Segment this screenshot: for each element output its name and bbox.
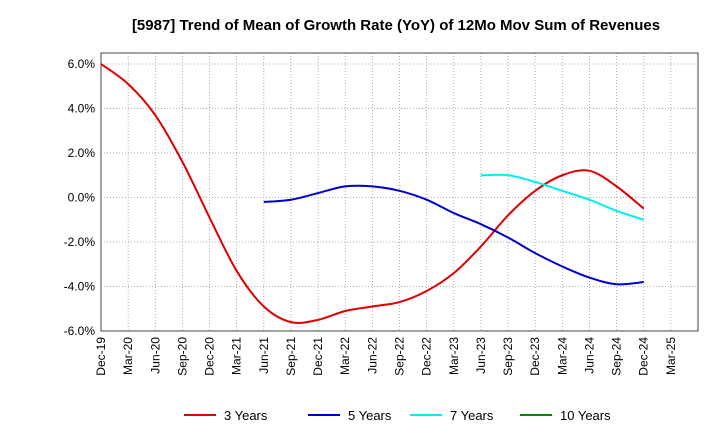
y-tick-label: -6.0% — [64, 324, 96, 338]
y-tick-label: -2.0% — [64, 235, 96, 249]
x-tick-label: Sep-20 — [175, 337, 189, 376]
legend-label-3-years: 3 Years — [224, 408, 268, 423]
legend: 3 Years 5 Years 7 Years 10 Years — [184, 408, 611, 423]
legend-label-5-years: 5 Years — [348, 408, 392, 423]
x-tick-label: Sep-22 — [393, 337, 407, 376]
series-line-3-years — [100, 63, 645, 324]
y-tick-label: 0.0% — [68, 191, 96, 205]
x-tick-label: Dec-24 — [637, 337, 651, 376]
x-tick-label: Jun-24 — [582, 337, 596, 374]
x-tick-label: Mar-23 — [447, 337, 461, 375]
plot-border — [100, 52, 699, 332]
legend-label-7-years: 7 Years — [450, 408, 494, 423]
y-axis: 6.0% 4.0% 2.0% 0.0% -2.0% -4.0% -6.0% — [64, 57, 96, 338]
series-line-5-years — [263, 184, 644, 286]
chart-title: [5987] Trend of Mean of Growth Rate (YoY… — [132, 17, 660, 34]
x-tick-label: Jun-22 — [365, 337, 379, 374]
y-tick-label: 6.0% — [68, 57, 96, 71]
x-tick-label: Dec-21 — [311, 337, 325, 376]
legend-label-10-years: 10 Years — [560, 408, 611, 423]
x-tick-label: Dec-19 — [94, 337, 108, 376]
x-tick-label: Mar-21 — [230, 337, 244, 375]
x-tick-label: Dec-20 — [203, 337, 217, 376]
x-tick-label: Mar-24 — [555, 337, 569, 375]
x-tick-label: Sep-23 — [501, 337, 515, 376]
x-tick-label: Mar-25 — [664, 337, 678, 375]
y-tick-label: 2.0% — [68, 146, 96, 160]
x-tick-label: Jun-23 — [474, 337, 488, 374]
series-layer — [100, 63, 645, 324]
x-tick-label: Jun-20 — [148, 337, 162, 374]
x-tick-label: Sep-21 — [284, 337, 298, 376]
y-tick-label: 4.0% — [68, 102, 96, 116]
x-tick-label: Dec-22 — [420, 337, 434, 376]
y-tick-label: -4.0% — [64, 280, 96, 294]
x-tick-label: Sep-24 — [610, 337, 624, 376]
x-axis: Dec-19 Mar-20 Jun-20 Sep-20 Dec-20 Mar-21 Jun-… — [94, 337, 678, 376]
series-line-7-years — [480, 173, 645, 221]
x-tick-label: Jun-21 — [257, 337, 271, 374]
x-tick-label: Dec-23 — [528, 337, 542, 376]
x-tick-label: Mar-22 — [338, 337, 352, 375]
x-tick-label: Mar-20 — [121, 337, 135, 375]
